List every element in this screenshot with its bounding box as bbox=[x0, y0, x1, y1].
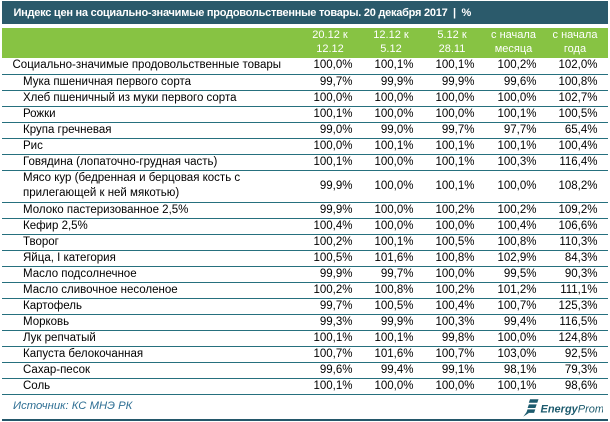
svg-text:EnergyProm: EnergyProm bbox=[540, 403, 603, 415]
